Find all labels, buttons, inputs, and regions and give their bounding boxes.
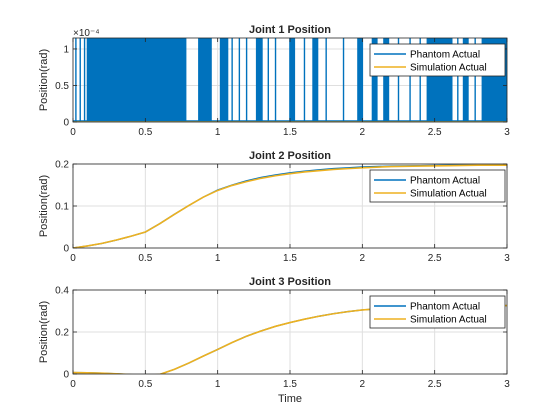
subplot-2: 0 0.5 1 1.5 2 2.5 3 0 0.1 0.2 Joint 2 Position Posi… xyxy=(38,150,510,264)
signal-burst xyxy=(289,38,296,122)
y-axis-label: Position(rad) xyxy=(38,49,50,111)
x-tick-label: 2.5 xyxy=(428,253,442,264)
x-axis-label: Time xyxy=(278,393,302,405)
signal-burst xyxy=(357,38,364,122)
y-tick-label: 0 xyxy=(63,244,69,255)
x-tick-label: 2 xyxy=(360,127,366,138)
x-tick-label: 1 xyxy=(215,253,221,264)
y-tick-label: 0.5 xyxy=(55,81,69,92)
x-tick-label: 0.5 xyxy=(138,127,152,138)
x-tick-label: 1.5 xyxy=(283,253,297,264)
x-tick-label: 0 xyxy=(70,253,76,264)
signal-burst xyxy=(383,38,390,122)
y-tick-label: 0 xyxy=(63,118,69,129)
x-tick-label: 3 xyxy=(504,127,510,138)
legend: Phantom Actual Simulation Actual xyxy=(369,169,506,203)
x-tick-label: 1.5 xyxy=(283,379,297,390)
series-group xyxy=(73,38,507,122)
x-tick-label: 0.5 xyxy=(138,253,152,264)
legend: Phantom Actual Simulation Actual xyxy=(369,43,506,77)
legend-entry: Phantom Actual xyxy=(410,176,480,187)
x-tick-label: 0.5 xyxy=(138,379,152,390)
legend-entry: Simulation Actual xyxy=(410,63,487,74)
subplot-1: 0 0.5 1 1.5 2 2.5 3 0 0.5 1 ×10⁻⁴ Joint 1 Position P… xyxy=(38,24,510,138)
x-tick-label: 3 xyxy=(504,379,510,390)
x-tick-label: 0 xyxy=(70,127,76,138)
legend-entry: Phantom Actual xyxy=(410,50,480,61)
x-tick-label: 1.5 xyxy=(283,127,297,138)
chart-title: Joint 2 Position xyxy=(249,150,331,162)
series-phantom-actual xyxy=(73,38,507,122)
chart-title: Joint 3 Position xyxy=(249,276,331,288)
x-tick-label: 2.5 xyxy=(428,127,442,138)
legend-box xyxy=(369,295,506,329)
x-tick-label: 2 xyxy=(360,253,366,264)
x-tick-label: 2 xyxy=(360,379,366,390)
x-tick-label: 2.5 xyxy=(428,379,442,390)
y-tick-label: 0.2 xyxy=(55,160,69,171)
legend-entry: Phantom Actual xyxy=(410,302,480,313)
x-tick-label: 1 xyxy=(215,127,221,138)
signal-burst xyxy=(219,38,229,122)
y-tick-label: 0.4 xyxy=(55,286,69,297)
legend-box xyxy=(369,169,506,203)
y-tick-label: 1 xyxy=(63,44,69,55)
signal-burst xyxy=(481,38,507,122)
chart-title: Joint 1 Position xyxy=(249,24,331,36)
signal-burst xyxy=(255,38,263,122)
x-tick-label: 0 xyxy=(70,379,76,390)
signal-burst xyxy=(312,38,319,122)
legend-entry: Simulation Actual xyxy=(410,189,487,200)
x-tick-label: 3 xyxy=(504,253,510,264)
y-tick-label: 0.2 xyxy=(55,328,69,339)
signal-burst xyxy=(371,38,378,122)
legend-entry: Simulation Actual xyxy=(410,315,487,326)
signal-burst xyxy=(462,38,469,122)
legend: Phantom Actual Simulation Actual xyxy=(369,295,506,329)
series-group xyxy=(73,164,507,248)
signal-burst xyxy=(86,38,187,122)
y-axis-label: Position(rad) xyxy=(38,175,50,237)
y-tick-label: 0.1 xyxy=(55,202,69,213)
tick-labels: 0 0.5 1 1.5 2 2.5 3 0 0.2 0.4 xyxy=(55,286,510,391)
y-exponent-label: ×10⁻⁴ xyxy=(73,28,100,39)
signal-burst xyxy=(426,38,453,122)
tick-labels: 0 0.5 1 1.5 2 2.5 3 0 0.1 0.2 xyxy=(55,160,510,265)
signal-burst xyxy=(198,38,212,122)
y-tick-label: 0 xyxy=(63,370,69,381)
legend-box xyxy=(369,43,506,77)
subplot-3: 0 0.5 1 1.5 2 2.5 3 0 0.2 0.4 Joint 3 Position Posi… xyxy=(38,276,510,405)
y-axis-label: Position(rad) xyxy=(38,301,50,363)
series-simulation-actual xyxy=(73,164,507,248)
x-tick-label: 1 xyxy=(215,379,221,390)
